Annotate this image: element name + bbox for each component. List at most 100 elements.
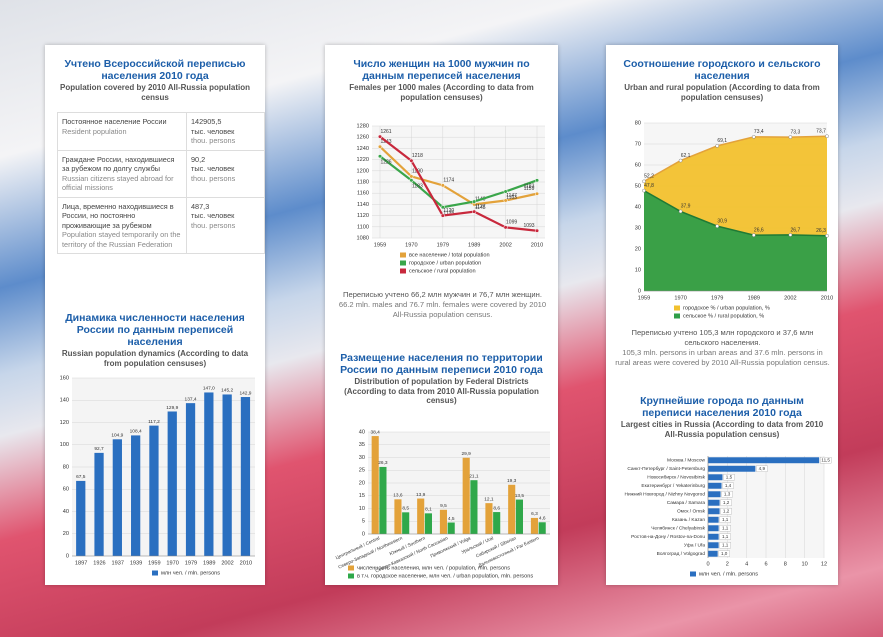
- y-tick-label: 1260: [357, 135, 369, 141]
- data-label: 73,7: [816, 129, 826, 135]
- data-label: 1183: [524, 184, 535, 190]
- y-tick-label: 1220: [357, 157, 369, 163]
- legend-swatch: [400, 252, 406, 258]
- x-tick-label: 2010: [531, 242, 543, 248]
- data-label: 4,9: [759, 466, 766, 471]
- data-label: 129,9: [166, 405, 178, 411]
- x-tick-label: 1970: [405, 242, 417, 248]
- y-tick-label: 5: [362, 519, 365, 525]
- data-label: 38,4: [371, 429, 381, 435]
- x-tick-label: 2002: [784, 295, 796, 301]
- data-label: 142,9: [239, 390, 251, 396]
- marker: [534, 178, 540, 183]
- data-label: 1145: [475, 205, 486, 211]
- data-label: 1120: [443, 208, 454, 214]
- marker: [472, 199, 477, 204]
- y-tick-label: 1200: [357, 168, 369, 174]
- data-label: 92,7: [94, 446, 104, 452]
- data-label: 137,4: [185, 396, 197, 402]
- marker: [788, 233, 793, 237]
- x-tick-label: 1989: [748, 295, 760, 301]
- data-label: 1099: [506, 220, 517, 226]
- row-label: Лица, временно находившиеся в России, но…: [57, 196, 187, 254]
- bar: [708, 533, 719, 540]
- y-tick-label: Екатеринбург / Yekaterinburg: [641, 483, 705, 489]
- x-tick-label: 4: [745, 561, 748, 567]
- y-tick-label: 1180: [357, 179, 369, 185]
- y-tick-label: Челябинск / Chelyabinsk: [651, 526, 705, 532]
- bar: [708, 525, 719, 532]
- census-table: Постоянное население России Resident popu…: [57, 112, 265, 254]
- y-tick-label: 0: [66, 553, 69, 559]
- bar: [204, 392, 214, 556]
- y-tick-label: Казань / Kazan: [672, 517, 705, 523]
- y-tick-label: Ростов-на-Дону / Rostov-na-Donu: [631, 534, 705, 540]
- y-tick-label: 15: [359, 493, 365, 499]
- chart: 0 20 40 60 80 100 120 140 160 1897 67,5 1926 92,7 193…: [60, 375, 255, 576]
- legend-swatch: [400, 260, 406, 266]
- marker: [678, 209, 683, 214]
- x-tick-label: 1959: [638, 295, 650, 301]
- data-label: 1,2: [723, 500, 730, 505]
- legend-swatch: [152, 570, 158, 576]
- data-label: 1,2: [723, 508, 730, 513]
- bar: [417, 498, 425, 534]
- marker: [715, 224, 719, 228]
- bar: [379, 466, 387, 534]
- x-tick-label: 1979: [185, 560, 197, 566]
- legend-label: сельское / rural population: [409, 268, 476, 274]
- x-tick-label: 1979: [437, 242, 449, 248]
- marker: [534, 191, 540, 196]
- bar: [530, 517, 539, 534]
- data-label: 1,1: [722, 517, 729, 522]
- x-tick-label: 0: [706, 561, 709, 567]
- label-box: [719, 516, 731, 523]
- note-ru: Переписью учтено 105,3 млн городского и …: [631, 328, 814, 347]
- bar: [508, 484, 516, 534]
- label-box: [720, 499, 732, 506]
- chart-header: Динамика численности населения России по…: [55, 312, 255, 368]
- bar: [493, 512, 501, 534]
- data-label: 1159: [524, 186, 535, 192]
- x-tick-label: 6: [764, 561, 767, 567]
- x-tick-label: 10: [802, 561, 808, 567]
- table-body: Постоянное население России Resident popu…: [57, 112, 265, 254]
- value: 142905,5: [191, 117, 222, 126]
- chart-title: Динамика численности населения России по…: [65, 312, 245, 348]
- note-en: 105,3 mln. persons in urban areas and 37…: [615, 348, 830, 367]
- data-label: 29,9: [462, 451, 472, 457]
- marker: [472, 209, 477, 214]
- value: 487,3: [191, 201, 210, 211]
- line: [379, 155, 538, 209]
- label-en: Russian citizens stayed abroad for offic…: [62, 173, 174, 193]
- chart: 0 2 4 6 8 10 12 Москва / Moscow 11,5 Санкт-Петерб…: [624, 456, 832, 577]
- marker: [440, 183, 445, 188]
- data-label: 73,3: [791, 129, 801, 135]
- label-box: [719, 525, 731, 532]
- y-tick-label: Омск / Omsk: [677, 509, 706, 515]
- data-label: 11,5: [821, 457, 830, 462]
- marker: [825, 134, 829, 139]
- data-label: 26,7: [791, 227, 801, 233]
- marker: [678, 158, 683, 163]
- y-tick-label: 40: [63, 509, 69, 515]
- marker: [409, 158, 414, 163]
- marker: [788, 135, 793, 139]
- data-label: 1147: [506, 193, 517, 199]
- y-tick-label: Волгоград / Volgograd: [657, 551, 706, 557]
- x-tick-label: 2010: [240, 560, 252, 566]
- data-label: 21,1: [469, 473, 479, 479]
- bar: [112, 439, 122, 556]
- data-label: 1174: [443, 178, 454, 184]
- line: [379, 145, 538, 206]
- legend-label: млн чел. / mln. persons: [161, 570, 220, 576]
- bar: [394, 499, 402, 534]
- row-value: 487,3 тыс. человек thou. persons: [186, 196, 265, 254]
- legend-label: все население / total population: [409, 252, 490, 258]
- row-label: Граждане России, находившиеся за рубежом…: [57, 149, 187, 198]
- bar: [708, 465, 756, 472]
- data-label: 6,3: [531, 511, 538, 517]
- table-header: Учтено Всероссийской переписью населения…: [60, 58, 250, 102]
- data-label: 1093: [523, 223, 534, 229]
- y-tick-label: 80: [63, 464, 69, 470]
